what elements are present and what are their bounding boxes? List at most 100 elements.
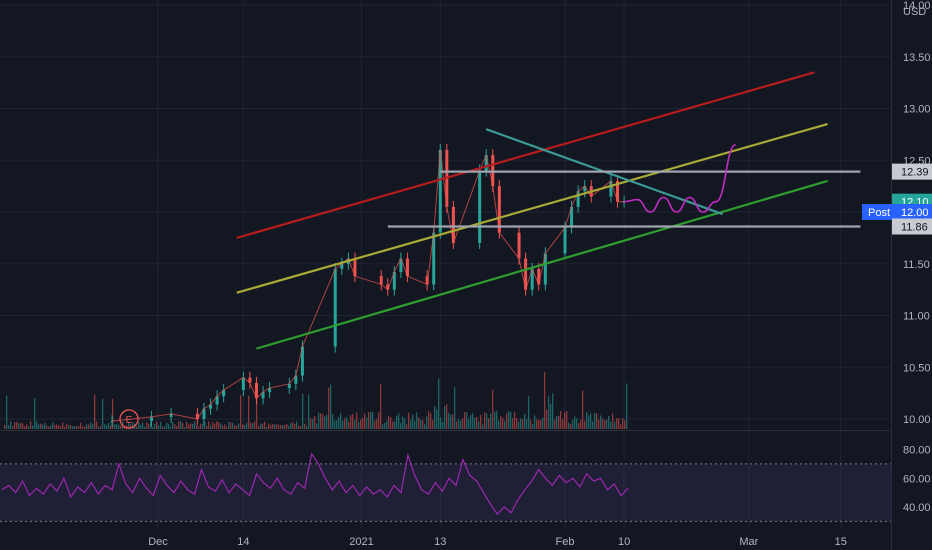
- price-segment: [407, 275, 428, 285]
- volume-bar: [438, 378, 440, 429]
- time-tick-label: Feb: [556, 536, 575, 548]
- volume-bar: [20, 422, 22, 429]
- price-tick-label: 13.00: [903, 104, 931, 116]
- volume-bar: [60, 426, 62, 429]
- volume-bar: [202, 424, 204, 429]
- volume-bar: [566, 410, 568, 429]
- time-axis[interactable]: OctDec14202113Feb10Mar15: [0, 536, 847, 548]
- volume-bar: [216, 421, 218, 429]
- volume-bar: [516, 418, 518, 429]
- price-segment: [426, 232, 435, 285]
- currency-label: USD: [903, 6, 926, 18]
- volume-bar: [472, 412, 474, 429]
- volume-bar: [392, 421, 394, 429]
- volume-bar: [82, 426, 84, 429]
- volume-bar: [526, 418, 528, 429]
- rsi-tick-label: 60.00: [903, 473, 931, 485]
- rsi-line: [1, 452, 629, 516]
- volume-bar: [452, 414, 454, 429]
- price-segment: [571, 191, 579, 208]
- time-tick-label: Mar: [739, 536, 758, 548]
- rsi-axis[interactable]: 80.00 60.00 40.00: [903, 445, 931, 515]
- volume-bar: [334, 420, 336, 429]
- red-channel-top-line[interactable]: [236, 71, 815, 239]
- price-segment: [538, 253, 546, 285]
- volume-bar: [282, 425, 284, 429]
- volume-bar: [264, 421, 266, 429]
- price-candle: [386, 284, 390, 290]
- volume-bar: [600, 415, 602, 429]
- volume-bar: [240, 395, 242, 429]
- trend-lines[interactable]: [236, 71, 861, 350]
- volume-bar: [48, 426, 50, 429]
- volume-bar: [370, 411, 372, 429]
- price-candle: [576, 191, 580, 207]
- upper-level-tag: [892, 163, 932, 180]
- volume-bar: [158, 425, 160, 429]
- price-candle: [451, 206, 455, 244]
- volume-bar: [232, 422, 234, 429]
- volume-bar: [6, 395, 8, 429]
- price-candle: [543, 253, 547, 285]
- volume-bar: [358, 422, 360, 429]
- grid: [0, 0, 891, 530]
- volume-bar: [228, 422, 230, 429]
- volume-bar: [338, 417, 340, 429]
- volume-bar: [520, 418, 522, 429]
- volume-bar: [382, 424, 384, 429]
- price-segment: [288, 375, 297, 385]
- volume-bar: [168, 424, 170, 429]
- price-candle: [583, 186, 587, 192]
- price-segment: [196, 408, 205, 420]
- volume-bar: [302, 393, 304, 429]
- volume-bar: [528, 396, 530, 429]
- volume-bar: [458, 419, 460, 429]
- volume-bar: [570, 423, 572, 429]
- volume-bar: [622, 418, 624, 429]
- earnings-marker[interactable]: E: [119, 409, 139, 429]
- volume-bar: [362, 417, 364, 429]
- volume-bar: [148, 423, 150, 429]
- price-segment: [584, 185, 592, 197]
- projection-path[interactable]: [624, 143, 737, 213]
- lower-level-label: 11.86: [901, 221, 928, 233]
- price-candle: [254, 382, 258, 399]
- volume-bar: [62, 422, 64, 429]
- volume-bar: [24, 426, 26, 429]
- time-tick-label: Dec: [148, 536, 168, 548]
- volume-bar: [524, 414, 526, 429]
- volume-bar: [66, 423, 68, 429]
- yellow-channel-mid-line[interactable]: [236, 122, 828, 294]
- volume-bar: [112, 398, 114, 429]
- rsi-tick-label: 40.00: [903, 502, 931, 514]
- volume-bar: [430, 413, 432, 429]
- volume-bar: [470, 414, 472, 429]
- earnings-icon[interactable]: [119, 409, 139, 429]
- volume-bar: [598, 419, 600, 429]
- projected-wave[interactable]: [624, 143, 737, 213]
- green-channel-bottom-line[interactable]: [256, 179, 828, 350]
- price-segment: [610, 180, 618, 202]
- volume-bar: [572, 419, 574, 429]
- price-segment: [525, 268, 533, 290]
- volume-bar: [480, 415, 482, 429]
- volume-bar: [428, 411, 430, 429]
- volume-bar: [120, 425, 122, 429]
- volume-bar: [426, 416, 428, 429]
- price-candle: [438, 149, 442, 233]
- volume-bar: [154, 424, 156, 429]
- volume-bar: [292, 421, 294, 429]
- volume-bar: [296, 421, 298, 429]
- volume-bar: [16, 421, 18, 429]
- price-segment: [564, 206, 573, 228]
- volume-bar: [76, 426, 78, 429]
- volume-bar: [262, 423, 264, 429]
- volume-bar: [80, 422, 82, 429]
- price-candle: [340, 263, 344, 269]
- volume-bar: [160, 421, 162, 429]
- volume-bar: [624, 420, 626, 429]
- volume-bar: [588, 415, 590, 429]
- volume-bar: [408, 412, 410, 429]
